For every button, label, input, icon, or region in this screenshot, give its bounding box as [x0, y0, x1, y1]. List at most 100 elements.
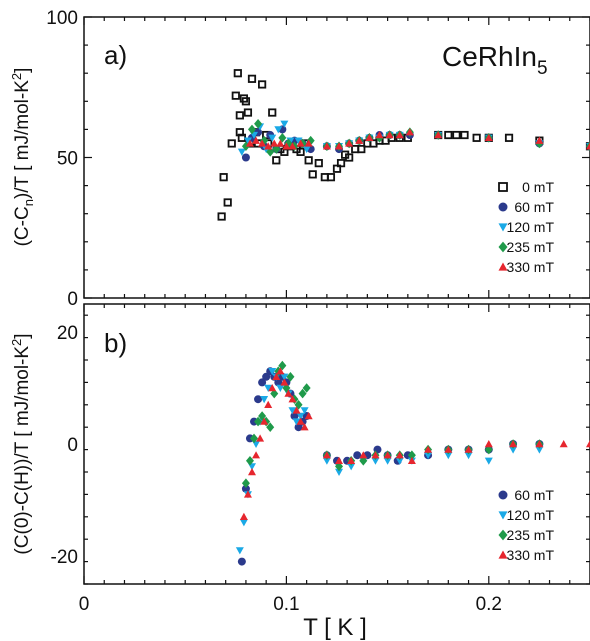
legend-marker — [498, 202, 508, 212]
data-point — [395, 451, 404, 459]
data-point — [355, 136, 364, 144]
x-tick-label: 0.1 — [273, 594, 299, 615]
data-point — [254, 395, 263, 404]
data-point — [243, 490, 252, 498]
data-point — [256, 434, 265, 442]
data-point — [239, 512, 248, 520]
panel-a-y-axis: 0 50 100 — [46, 8, 590, 310]
legend-marker — [498, 511, 508, 520]
data-point — [243, 137, 252, 145]
data-point — [223, 198, 232, 207]
data-point — [268, 384, 277, 392]
data-point — [260, 396, 269, 404]
data-point — [302, 383, 311, 393]
y-tick-label: 20 — [57, 323, 78, 344]
data-point — [357, 144, 366, 154]
data-point — [484, 444, 493, 455]
data-point — [464, 445, 473, 453]
legend-label: 330 mT — [507, 547, 555, 563]
data-point — [270, 388, 279, 399]
data-point — [509, 446, 518, 454]
data-point — [241, 478, 250, 488]
data-point — [266, 147, 275, 157]
data-point — [444, 130, 453, 140]
data-point — [407, 456, 416, 464]
data-point — [292, 418, 301, 426]
data-point — [460, 130, 469, 140]
panel-b-legend: 60 mT 120 mT 235 mT 330 mT — [498, 487, 555, 563]
legend-label: 60 mT — [514, 487, 554, 503]
data-point — [294, 137, 303, 145]
data-point — [385, 131, 394, 139]
data-point — [292, 406, 301, 414]
data-point — [231, 91, 240, 100]
data-point — [280, 120, 289, 128]
data-point — [266, 422, 275, 432]
data-point — [304, 412, 313, 420]
data-point — [314, 159, 323, 168]
data-point — [276, 384, 285, 392]
data-point — [444, 452, 453, 460]
panel-b-label: b) — [104, 328, 127, 358]
data-point — [304, 156, 313, 165]
legend-label: 0 mT — [522, 179, 554, 195]
data-point — [407, 450, 416, 460]
data-point — [395, 457, 404, 465]
data-point — [371, 451, 380, 459]
legend-marker — [498, 550, 508, 559]
data-point — [294, 400, 303, 410]
data-point — [300, 423, 309, 431]
legend-marker — [498, 223, 508, 232]
data-point — [296, 139, 305, 147]
data-point — [217, 212, 226, 221]
data-point — [235, 111, 244, 120]
panel-a-x-axis — [83, 17, 590, 298]
data-point — [219, 173, 228, 182]
data-point — [484, 440, 493, 448]
panel-a-y-axis-title: (C-Cn)/T [ mJ/mol-K2] — [9, 68, 36, 247]
data-point — [254, 416, 263, 427]
data-point — [464, 452, 473, 460]
data-point — [282, 142, 291, 150]
data-point — [258, 378, 267, 387]
panel-a-legend: 0 mT 60 mT 120 mT 235 mT 330 mT — [498, 179, 554, 275]
data-point — [300, 407, 309, 415]
data-point — [434, 131, 443, 139]
data-point — [264, 400, 273, 408]
data-point — [284, 138, 293, 149]
data-point — [258, 139, 267, 147]
data-point — [444, 445, 453, 453]
data-point — [452, 130, 461, 140]
data-point — [258, 80, 267, 89]
data-point — [288, 407, 297, 415]
data-point — [336, 159, 346, 168]
data-point — [322, 457, 331, 465]
data-point — [345, 139, 354, 147]
y-tick-label: 0 — [67, 289, 78, 310]
data-point — [276, 139, 285, 147]
data-point — [272, 156, 281, 165]
data-point — [296, 147, 305, 156]
data-point — [586, 142, 590, 150]
data-point — [270, 139, 279, 147]
data-point — [288, 142, 297, 150]
data-point — [250, 433, 259, 444]
data-point — [268, 134, 277, 142]
y-tick-label: 50 — [57, 149, 78, 170]
data-point — [245, 139, 254, 147]
panel-b-x-axis — [83, 304, 590, 584]
data-point — [286, 372, 295, 382]
data-point — [535, 446, 544, 454]
data-point — [383, 457, 392, 465]
data-point — [272, 372, 281, 380]
data-point — [227, 139, 236, 148]
data-point — [371, 457, 380, 465]
legend-marker — [498, 241, 508, 253]
panel-a-label: a) — [104, 40, 127, 70]
data-point — [345, 153, 354, 162]
legend-marker — [498, 262, 508, 271]
data-point — [243, 108, 253, 117]
panel-b-y-axis-title: (C(0)-C(H))/T [ mJ/mol-K2] — [9, 333, 33, 554]
panel-b-series-330-mt — [239, 367, 590, 520]
data-point — [241, 97, 251, 106]
